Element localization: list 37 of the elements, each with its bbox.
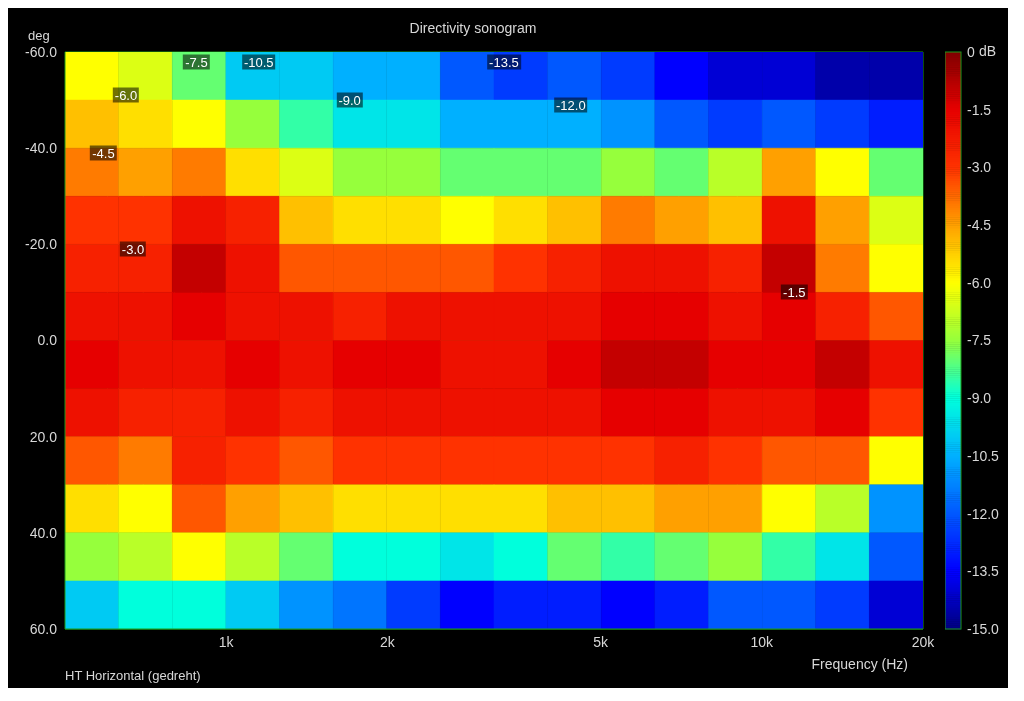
x-tick-label: 10k xyxy=(750,633,775,650)
x-tick-label: 2k xyxy=(380,633,396,650)
color-bar-label: -9.0 xyxy=(967,390,992,407)
annotation: -10.5 xyxy=(241,54,276,70)
annotation: -12.0 xyxy=(553,97,588,113)
color-bar-label: -1.5 xyxy=(967,101,992,118)
y-tick-label: 60.0 xyxy=(29,620,58,637)
annotation: -6.0 xyxy=(112,87,140,103)
y-tick-label: -20.0 xyxy=(25,236,58,253)
y-axis-title: deg xyxy=(28,28,50,43)
x-tick-label: 5k xyxy=(593,633,609,650)
chart-title: Directivity sonogram xyxy=(409,20,537,36)
color-bar-label: 0 xyxy=(967,43,975,60)
x-axis-title: Frequency (Hz) xyxy=(811,656,908,672)
y-tick-label: -60.0 xyxy=(25,43,58,60)
x-tick-label: 1k xyxy=(218,633,235,650)
color-bar-label: -13.5 xyxy=(967,563,1000,580)
annotation: -7.5 xyxy=(183,54,210,70)
y-tick-label: 0.0 xyxy=(37,332,58,349)
annotation: -1.5 xyxy=(781,284,808,300)
y-tick-label: -40.0 xyxy=(25,140,58,157)
color-bar-label: -4.5 xyxy=(967,217,992,233)
annotation: -4.5 xyxy=(90,145,117,161)
text: HT Horizontal (gedreht) xyxy=(65,668,201,683)
annotation: -9.0 xyxy=(336,92,363,108)
color-bar-label: -6.0 xyxy=(967,274,992,291)
x-tick-label: 20k xyxy=(911,633,936,650)
y-tick-label: 20.0 xyxy=(29,428,58,445)
y-tick-label: 40.0 xyxy=(29,524,58,541)
color-bar-label: -3.0 xyxy=(967,159,992,176)
color-bar-label: -7.5 xyxy=(967,332,992,349)
annotation: -3.0 xyxy=(119,241,147,257)
annotation: -13.5 xyxy=(487,54,521,70)
color-bar-label: -15.0 xyxy=(967,620,1000,637)
color-bar-title: dB xyxy=(979,43,997,59)
color-bar-label: -10.5 xyxy=(967,447,1000,464)
color-bar-label: -12.0 xyxy=(967,505,1000,522)
